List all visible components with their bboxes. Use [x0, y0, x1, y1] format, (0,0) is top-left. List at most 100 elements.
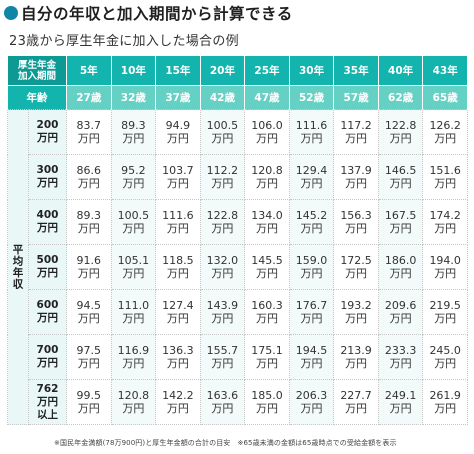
pension-value-cell: 94.5 万円	[66, 289, 112, 335]
pension-value-cell: 137.9 万円	[333, 154, 379, 200]
pension-unit: 万円	[166, 357, 189, 370]
age-header-row: 年齢 27歳 32歳 37歳 42歳 47歳 52歳 57歳 62歳 65歳	[6, 85, 468, 110]
pension-amount: 94.5	[76, 298, 102, 312]
pension-value-cell: 120.8 万円	[244, 154, 290, 200]
pension-value-cell: 146.5 万円	[377, 154, 424, 200]
pension-unit: 万円	[434, 222, 457, 235]
pension-amount: 159.0	[295, 253, 328, 267]
pension-unit: 万円	[77, 402, 100, 415]
pension-value-cell: 126.2 万円	[422, 109, 468, 155]
age-header-cell: 32歳	[110, 85, 157, 110]
pension-amount: 219.5	[429, 298, 461, 312]
pension-amount: 136.3	[162, 343, 194, 357]
pension-unit: 万円	[345, 177, 368, 190]
pension-value-cell: 186.0 万円	[377, 244, 424, 290]
age-corner-label: 年齢	[6, 85, 68, 110]
bullet-dot-icon	[4, 6, 18, 20]
pension-unit: 万円	[255, 312, 278, 325]
pension-amount: 186.0	[384, 253, 417, 267]
pension-unit: 万円	[77, 312, 100, 325]
pension-amount: 176.7	[295, 298, 328, 312]
pension-unit: 万円	[389, 177, 412, 190]
pension-unit: 万円	[211, 222, 234, 235]
pension-unit: 万円	[77, 267, 100, 280]
income-unit: 万円	[37, 222, 58, 234]
pension-value-cell: 209.6 万円	[377, 289, 424, 335]
pension-value-cell: 176.7 万円	[288, 289, 335, 335]
pension-value-cell: 233.3 万円	[377, 334, 424, 380]
page-title: 自分の年収と加入期間から計算できる	[4, 2, 293, 24]
pension-amount: 227.7	[340, 388, 372, 402]
period-header-cell: 35年	[333, 56, 379, 86]
pension-unit: 万円	[122, 222, 145, 235]
pension-amount: 129.4	[295, 163, 328, 177]
pension-value-cell: 111.6 万円	[288, 109, 335, 155]
pension-value-cell: 159.0 万円	[288, 244, 335, 290]
pension-amount: 137.9	[340, 163, 372, 177]
income-amount: 400	[36, 209, 59, 221]
age-header-cell: 52歳	[288, 85, 335, 110]
income-label: 700 万円	[27, 334, 68, 380]
pension-unit: 万円	[211, 402, 234, 415]
pension-unit: 万円	[345, 402, 368, 415]
pension-amount: 145.2	[295, 208, 328, 222]
pension-value-cell: 145.2 万円	[288, 199, 335, 245]
period-corner-label: 厚生年金 加入期間	[6, 56, 68, 86]
pension-amount: 122.8	[206, 208, 239, 222]
pension-value-cell: 206.3 万円	[288, 379, 335, 425]
pension-amount: 111.0	[117, 298, 150, 312]
page-subtitle: 23歳から厚生年金に加入した場合の例	[9, 34, 239, 49]
pension-value-cell: 185.0 万円	[244, 379, 290, 425]
pension-unit: 万円	[166, 177, 189, 190]
footnote: ※国民年金満額(78万900円)と厚生年金額の合計の目安 ※65歳未満の金額は6…	[54, 439, 397, 447]
period-header-cell: 5年	[66, 56, 112, 86]
pension-value-cell: 194.0 万円	[422, 244, 468, 290]
pension-value-cell: 111.6 万円	[155, 199, 201, 245]
period-header-cell: 15年	[155, 56, 201, 86]
pension-value-cell: 227.7 万円	[333, 379, 379, 425]
pension-unit: 万円	[345, 312, 368, 325]
pension-value-cell: 249.1 万円	[377, 379, 424, 425]
pension-unit: 万円	[255, 132, 278, 145]
pension-amount: 100.5	[117, 208, 150, 222]
pension-value-cell: 99.5 万円	[66, 379, 112, 425]
table-row: 平均年収 200 万円 83.7 万円 89.3 万円 94.9 万円 100.5 万円 106.0 万…	[7, 109, 468, 425]
table-row: 300 万円 86.6 万円 95.2 万円 103.7 万円 112.2 万円 120.8 万円 12…	[8, 154, 468, 200]
pension-amount: 105.1	[117, 253, 150, 267]
period-header-cell: 25年	[244, 56, 290, 86]
pension-amount: 106.0	[251, 118, 283, 132]
income-unit: 万円	[37, 132, 58, 144]
pension-unit: 万円	[300, 177, 323, 190]
pension-unit: 万円	[300, 132, 323, 145]
pension-amount: 172.5	[340, 253, 372, 267]
table-row: 762 万円 以上 99.5 万円 120.8 万円 142.2 万円 163.6 万円 185.0 万…	[8, 379, 468, 425]
income-label: 600 万円	[27, 289, 68, 335]
pension-value-cell: 261.9 万円	[422, 379, 468, 425]
pension-amount: 111.6	[295, 118, 328, 132]
pension-amount: 134.0	[251, 208, 283, 222]
pension-unit: 万円	[300, 312, 323, 325]
pension-unit: 万円	[389, 222, 412, 235]
pension-value-cell: 167.5 万円	[377, 199, 424, 245]
pension-value-cell: 118.5 万円	[155, 244, 201, 290]
pension-amount: 99.5	[76, 388, 102, 402]
pension-amount: 142.2	[162, 388, 194, 402]
pension-unit: 万円	[345, 357, 368, 370]
pension-table: 厚生年金 加入期間 5年 10年 15年 20年 25年 30年 35年 40年 43年 年齢 27歳 3…	[6, 56, 468, 425]
pension-unit: 万円	[255, 222, 278, 235]
pension-value-cell: 94.9 万円	[155, 109, 201, 155]
period-header-cell: 40年	[377, 56, 424, 86]
pension-amount: 112.2	[206, 163, 239, 177]
page-title-text: 自分の年収と加入期間から計算できる	[21, 5, 293, 23]
income-label: 300 万円	[27, 154, 68, 200]
income-extra: 以上	[37, 408, 58, 421]
period-header-cell: 30年	[288, 56, 335, 86]
income-unit: 万円	[37, 177, 58, 189]
pension-value-cell: 89.3 万円	[110, 109, 157, 155]
pension-value-cell: 175.1 万円	[244, 334, 290, 380]
pension-unit: 万円	[122, 177, 145, 190]
pension-value-cell: 106.0 万円	[244, 109, 290, 155]
pension-value-cell: 142.2 万円	[155, 379, 201, 425]
corner-label-bottom: 加入期間	[18, 70, 57, 82]
pension-unit: 万円	[434, 267, 457, 280]
